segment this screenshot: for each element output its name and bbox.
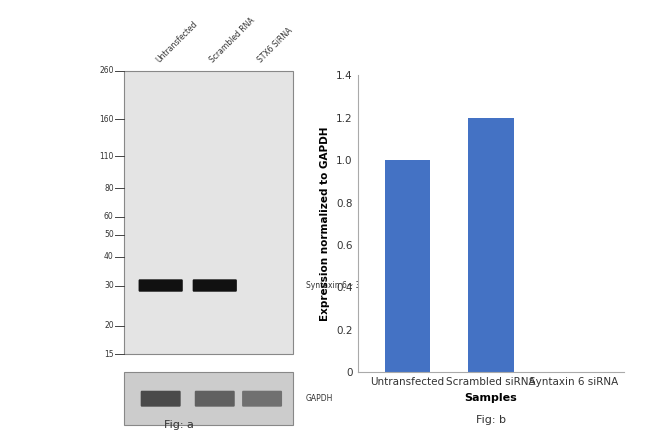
Text: 110: 110 bbox=[99, 152, 114, 161]
FancyBboxPatch shape bbox=[140, 391, 181, 407]
Text: 60: 60 bbox=[104, 212, 114, 221]
FancyBboxPatch shape bbox=[195, 391, 235, 407]
Bar bbox=[468, 118, 514, 372]
Text: 260: 260 bbox=[99, 66, 114, 75]
Text: STX6 SiRNA: STX6 SiRNA bbox=[255, 26, 294, 64]
Y-axis label: Expression normalized to GAPDH: Expression normalized to GAPDH bbox=[320, 126, 330, 321]
FancyBboxPatch shape bbox=[192, 279, 237, 291]
Text: 30: 30 bbox=[104, 281, 114, 290]
Text: GAPDH: GAPDH bbox=[306, 394, 333, 403]
Text: 20: 20 bbox=[104, 321, 114, 330]
Text: 160: 160 bbox=[99, 115, 114, 124]
Text: 40: 40 bbox=[104, 253, 114, 261]
FancyBboxPatch shape bbox=[242, 391, 282, 407]
Text: 15: 15 bbox=[104, 350, 114, 359]
Text: Syntaxin 6~ 30kDa: Syntaxin 6~ 30kDa bbox=[306, 281, 380, 290]
Text: Fig: a: Fig: a bbox=[164, 420, 194, 430]
Bar bbox=[385, 160, 430, 372]
FancyBboxPatch shape bbox=[138, 279, 183, 291]
Text: Untransfected: Untransfected bbox=[154, 19, 199, 64]
Bar bbox=[124, 372, 292, 425]
X-axis label: Samples: Samples bbox=[464, 392, 517, 403]
Text: 80: 80 bbox=[104, 183, 114, 193]
Text: Fig: b: Fig: b bbox=[476, 415, 506, 425]
Text: Scrambled RNA: Scrambled RNA bbox=[209, 16, 257, 64]
Bar bbox=[124, 71, 292, 354]
Text: 50: 50 bbox=[104, 230, 114, 239]
